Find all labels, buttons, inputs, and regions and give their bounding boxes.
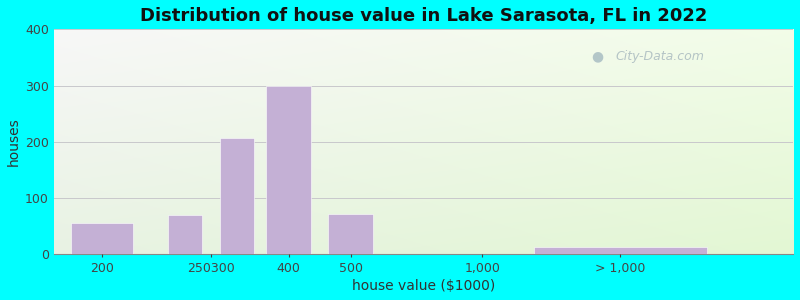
Bar <box>168 215 202 254</box>
Text: City-Data.com: City-Data.com <box>616 50 705 63</box>
Y-axis label: houses: houses <box>7 117 21 166</box>
Bar <box>329 214 374 254</box>
Bar <box>71 223 134 254</box>
Text: ●: ● <box>591 49 603 63</box>
Bar <box>266 85 311 254</box>
Bar <box>534 247 706 254</box>
Title: Distribution of house value in Lake Sarasota, FL in 2022: Distribution of house value in Lake Sara… <box>140 7 707 25</box>
X-axis label: house value ($1000): house value ($1000) <box>352 279 495 293</box>
Bar <box>220 138 254 254</box>
